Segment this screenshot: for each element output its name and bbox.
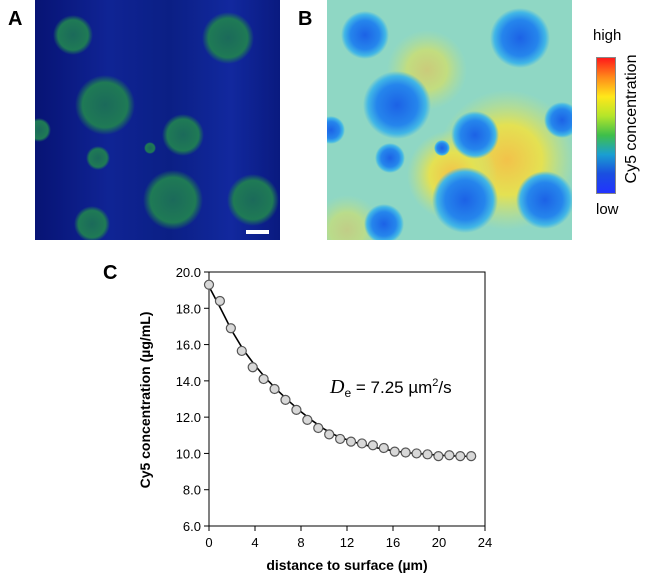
data-point — [313, 422, 324, 434]
x-tick-label: 16 — [386, 535, 400, 550]
x-tick-label: 8 — [297, 535, 304, 550]
data-point — [269, 383, 280, 395]
x-tick-label: 20 — [432, 535, 446, 550]
x-tick-label: 4 — [251, 535, 258, 550]
y-tick-label: 6.0 — [183, 519, 201, 534]
data-point — [291, 404, 302, 415]
colorbar-high-label: high — [593, 27, 622, 44]
y-tick-label: 16.0 — [176, 338, 201, 353]
data-point — [258, 373, 269, 385]
data-point — [324, 429, 335, 440]
y-tick-label: 18.0 — [176, 301, 201, 316]
panel-label-a: A — [8, 8, 23, 30]
data-point — [356, 438, 368, 449]
concentration-chart: 6.0 8.0 10.0 12.0 14.0 16.0 18.0 20.0 0 4 8 12 16 20 2… — [137, 265, 493, 573]
heatmap-image-b-svg — [327, 0, 572, 240]
chart-axes: 6.0 8.0 10.0 12.0 14.0 16.0 18.0 20.0 0 4 8 12 16 20 2… — [176, 265, 493, 550]
microscopy-image-a-svg — [35, 0, 280, 240]
colorbar — [596, 57, 616, 194]
data-point — [455, 451, 466, 462]
cell-blobs-b — [327, 8, 572, 240]
data-point — [236, 345, 247, 357]
y-tick-label: 20.0 — [176, 265, 201, 280]
annotation-subscript: e — [344, 386, 351, 400]
y-tick-label: 12.0 — [176, 410, 201, 425]
annotation-symbol: D — [329, 376, 345, 398]
y-axis-label: Cy5 concentration (µg/mL) — [137, 312, 153, 489]
data-points-group — [203, 279, 477, 462]
y-tick-label: 10.0 — [176, 446, 201, 461]
scale-bar — [246, 230, 269, 234]
x-tick-label: 0 — [205, 535, 212, 550]
heatmap-image-b — [327, 0, 572, 240]
data-point — [411, 448, 422, 459]
annotation-value: = 7.25 µm — [351, 378, 432, 397]
data-point — [280, 394, 291, 406]
data-point — [302, 414, 313, 425]
colorbar-low-label: low — [596, 201, 619, 218]
data-point — [247, 362, 258, 373]
data-point — [345, 436, 357, 447]
data-point — [214, 295, 226, 307]
x-tick-label: 24 — [478, 535, 492, 550]
diffusion-annotation: De = 7.25 µm2/s — [329, 376, 452, 400]
data-point — [335, 433, 346, 445]
fit-curve — [208, 286, 474, 458]
panel-label-c: C — [103, 262, 118, 284]
cell-blobs-a — [35, 12, 279, 240]
data-point — [444, 450, 455, 461]
data-point — [225, 323, 236, 334]
y-tick-label: 8.0 — [183, 483, 201, 498]
fit-curve-group — [208, 286, 474, 458]
annotation-exponent: 2 — [432, 377, 438, 389]
x-axis-label: distance to surface (µm) — [266, 557, 427, 573]
data-point — [466, 451, 477, 462]
y-tick-label: 14.0 — [176, 374, 201, 389]
panel-label-b: B — [298, 8, 313, 30]
data-point — [433, 451, 444, 462]
microscopy-image-a — [35, 0, 280, 240]
annotation-unit: /s — [438, 378, 451, 397]
data-point — [378, 442, 389, 454]
data-point — [367, 440, 378, 451]
data-point — [389, 446, 400, 457]
data-point — [422, 449, 433, 460]
data-point — [203, 279, 215, 290]
data-point — [400, 447, 411, 458]
colorbar-title: Cy5 concentration — [623, 54, 640, 184]
x-tick-label: 12 — [340, 535, 354, 550]
